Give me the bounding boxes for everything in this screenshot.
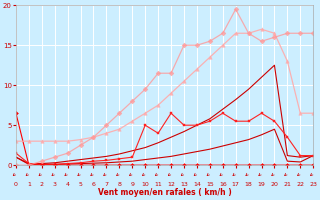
X-axis label: Vent moyen/en rafales ( km/h ): Vent moyen/en rafales ( km/h ) bbox=[98, 188, 231, 197]
